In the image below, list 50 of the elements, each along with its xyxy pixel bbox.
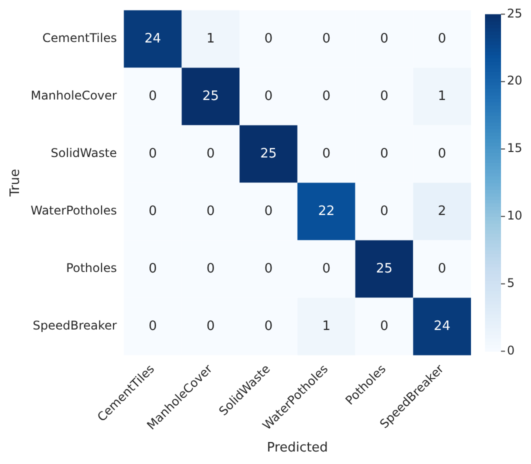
data-label: 0	[148, 261, 157, 276]
data-label: 0	[206, 146, 215, 162]
y-tick-label: Potholes	[66, 261, 117, 276]
data-label: 25	[260, 146, 277, 162]
data-label: 0	[438, 31, 446, 46]
data-label: 2	[438, 204, 446, 219]
data-label: 0	[148, 318, 157, 334]
color-bar-label: 15	[507, 141, 522, 156]
color-bar-label: 25	[507, 6, 522, 20]
data-label: 0	[438, 146, 446, 162]
data-label: 1	[438, 88, 446, 104]
data-label: 0	[264, 88, 273, 104]
data-label: 0	[322, 31, 330, 46]
data-label: 0	[264, 204, 273, 219]
data-label: 0	[322, 261, 330, 276]
data-label: 25	[202, 88, 219, 104]
data-label: 0	[438, 261, 446, 276]
y-tick-label: ManholeCover	[30, 88, 117, 103]
data-label: 0	[380, 146, 388, 162]
data-label: 0	[380, 318, 388, 334]
data-label: 0	[206, 204, 215, 219]
data-label: 25	[376, 261, 392, 276]
data-label: 0	[148, 88, 157, 104]
y-tick-label: WaterPotholes	[30, 204, 117, 218]
y-axis-title: True	[8, 168, 24, 198]
color-bar-label: 5	[507, 276, 515, 290]
data-label: 0	[322, 146, 330, 162]
data-label: 0	[322, 88, 330, 104]
y-tick-label: SpeedBreaker	[32, 318, 117, 333]
data-label: 1	[206, 31, 215, 46]
data-label: 24	[144, 31, 162, 46]
data-label: 0	[206, 318, 215, 334]
data-label: 0	[380, 31, 388, 46]
x-axis-title: Predicted	[266, 440, 328, 456]
data-label: 0	[380, 88, 388, 104]
data-label: 1	[322, 318, 330, 334]
color-bar-label: 10	[507, 208, 522, 223]
data-label: 0	[148, 146, 157, 162]
data-label: 0	[264, 318, 273, 334]
data-label: 22	[318, 204, 335, 219]
color-bar-label: 20	[507, 74, 522, 88]
data-label: 24	[434, 318, 450, 334]
data-label: 0	[148, 204, 157, 219]
y-tick-label: SolidWaste	[50, 146, 117, 160]
y-tick-label: CementTiles	[42, 31, 117, 46]
data-label: 0	[380, 204, 388, 219]
color-bar-label: 0	[507, 343, 515, 358]
data-label: 0	[206, 261, 215, 276]
data-label: 0	[264, 261, 273, 276]
data-label: 0	[264, 31, 273, 46]
